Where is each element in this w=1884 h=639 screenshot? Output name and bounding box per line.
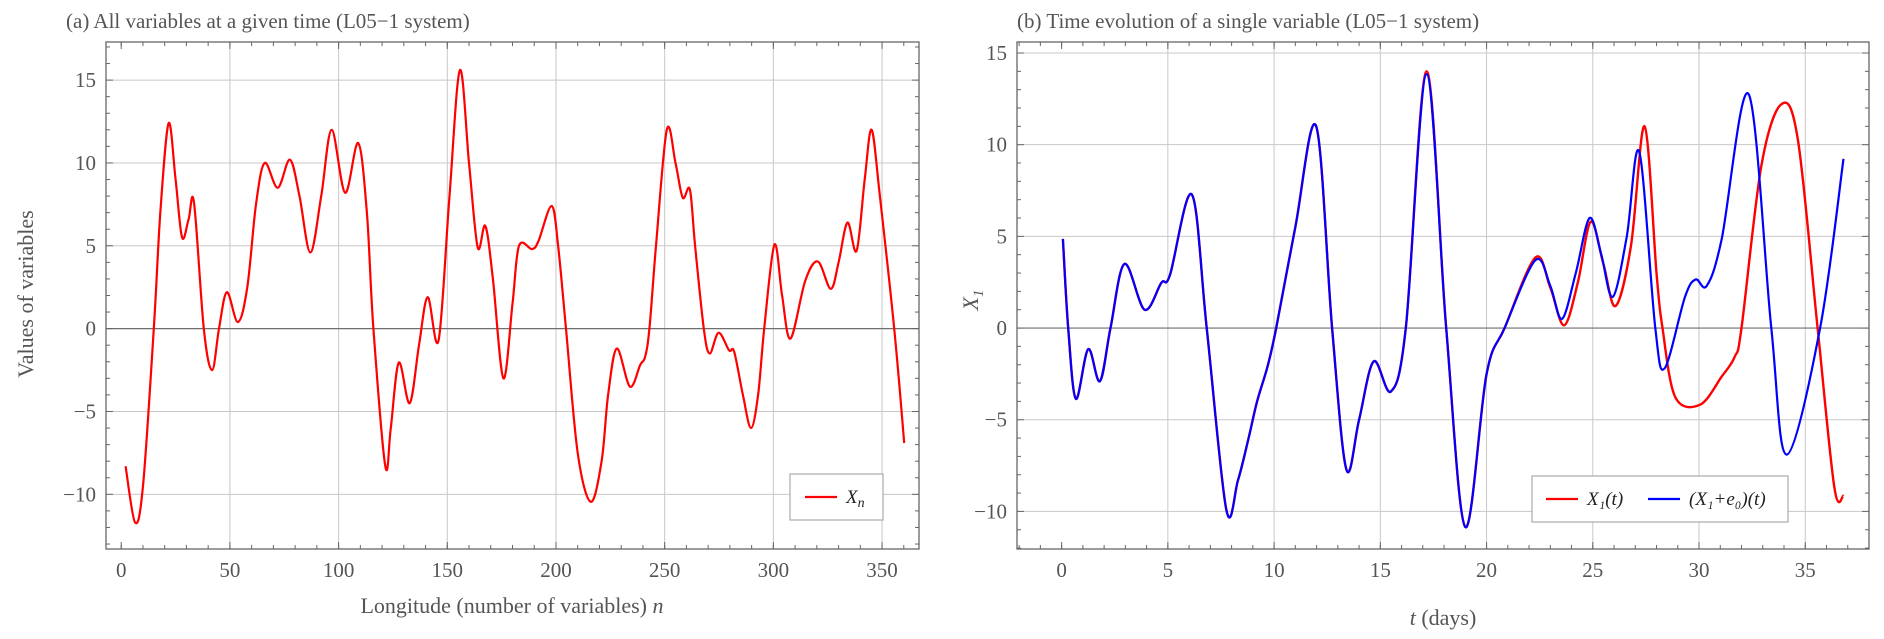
panel-b-frame [1016,41,1870,550]
y-tick-label: 0 [86,317,97,341]
panel-b: (b) Time evolution of a single variable … [958,9,1870,630]
panel-a-x-axis-label: Longitude (number of variables) n [360,593,663,618]
y-tick-label: −5 [74,399,96,423]
y-tick-label: 10 [986,133,1007,157]
legend-xn-base: X [845,487,859,508]
y-tick-label: 10 [75,151,96,175]
y-tick-label: 15 [75,68,96,92]
panel-b-legend: X₁(t) (X₁+e₀)(t) [1531,475,1789,523]
x-tick-label: 20 [1476,558,1497,582]
panel-b-y-label-base: X [958,295,983,311]
panel-b-series-x1-line [1061,70,1845,529]
panel-b-legend-label-x1: X₁(t) [1586,489,1623,510]
y-tick-label: −5 [985,408,1007,432]
panel-b-x-axis-label: t (days) [1410,605,1477,630]
x-tick-label: 200 [540,558,572,582]
panel-a-grid [106,42,919,549]
y-tick-label: 0 [997,316,1008,340]
panel-a-frame [105,41,920,550]
panel-b-legend-label-x1-plus-e0: (X₁+e₀)(t) [1689,489,1766,510]
panel-a-x-axis-label-var: n [653,593,664,618]
panel-a-y-axis-label: Values of variables [13,210,38,377]
y-tick-label: 5 [997,224,1008,248]
panel-a-x-axis-label-text: Longitude (number of variables) [360,593,647,618]
panel-b-x-label-var: t [1410,605,1417,630]
x-tick-label: 15 [1370,558,1391,582]
y-tick-label: 15 [986,41,1007,65]
x-tick-label: 10 [1264,558,1285,582]
panel-b-ticks: 0 5 10 15 20 25 30 35 −10 −5 0 5 10 15 [974,41,1870,582]
panel-a: (a) All variables at a given time (L05−1… [13,9,920,618]
panel-a-legend-label: Xn [845,487,865,511]
panel-a-title: (a) All variables at a given time (L05−1… [66,9,470,33]
x-tick-label: 100 [323,558,355,582]
panel-b-title: (b) Time evolution of a single variable … [1017,9,1479,33]
x-tick-label: 25 [1582,558,1603,582]
panel-b-y-axis-label: X1 [958,290,987,312]
x-tick-label: 0 [1056,558,1067,582]
panel-a-legend: Xn [789,473,884,521]
y-tick-label: −10 [63,482,96,506]
panel-a-ticks: 0 50 100 150 200 250 300 350 −10 −5 0 5 10 15 [63,42,919,582]
y-tick-label: 5 [86,234,97,258]
x-tick-label: 250 [649,558,681,582]
panel-a-series-xn-line [124,69,906,525]
y-tick-label: −10 [974,499,1007,523]
x-tick-label: 150 [432,558,464,582]
x-tick-label: 0 [116,558,127,582]
x-tick-label: 350 [866,558,898,582]
x-tick-label: 300 [758,558,790,582]
legend-xn-sub: n [858,496,865,511]
panel-b-x-label-text: (days) [1421,605,1476,630]
panel-b-grid [1017,42,1869,549]
panel-b-y-label-sub: 1 [971,290,987,298]
x-tick-label: 30 [1689,558,1710,582]
x-tick-label: 35 [1795,558,1816,582]
x-tick-label: 50 [219,558,240,582]
panel-b-series-x1-plus-e0-line [1061,72,1845,529]
x-tick-label: 5 [1163,558,1174,582]
